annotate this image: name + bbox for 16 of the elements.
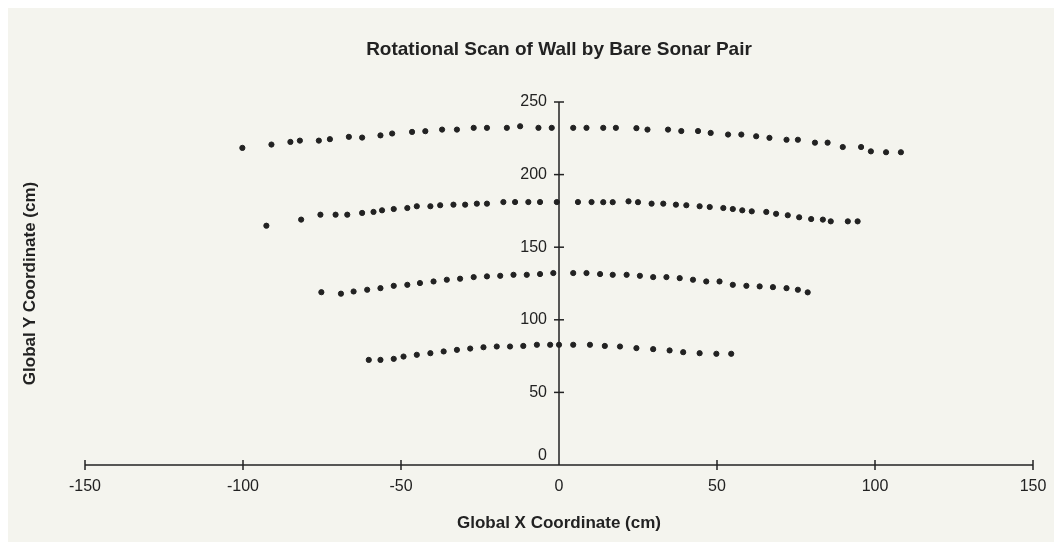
y-tick-label: 0	[538, 446, 548, 464]
y-tick-label: 250	[520, 92, 548, 110]
chart-title: Rotational Scan of Wall by Bare Sonar Pair	[366, 38, 753, 60]
x-tick-label: 50	[708, 477, 726, 495]
x-tick-label: 100	[861, 477, 889, 495]
x-axis-title: Global X Coordinate (cm)	[456, 512, 662, 532]
y-tick-label: 200	[520, 165, 548, 183]
x-tick-label: -50	[389, 477, 413, 495]
x-tick-label: 150	[1019, 477, 1047, 495]
x-tick-label: -100	[226, 477, 260, 495]
x-tick-label: -150	[68, 477, 102, 495]
x-tick-label: 0	[554, 477, 564, 495]
y-tick-label: 100	[520, 310, 548, 328]
y-axis-title: Global Y Coordinate (cm)	[19, 181, 39, 386]
y-tick-label: 150	[520, 237, 548, 255]
y-tick-label: 50	[529, 382, 548, 400]
